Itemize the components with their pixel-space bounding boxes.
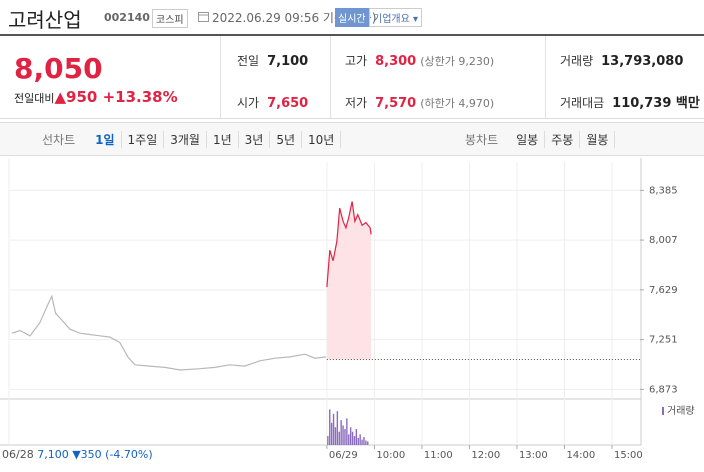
volume-bar bbox=[327, 436, 329, 445]
divider bbox=[330, 36, 331, 118]
y-tick-label: 8,385 bbox=[649, 185, 678, 196]
x-tick-label: 12:00 bbox=[471, 450, 500, 461]
stat: 거래대금 110,739 백만 bbox=[560, 92, 700, 111]
stat: 전일 7,100 bbox=[237, 50, 308, 69]
stat-label: 거래량 bbox=[560, 54, 594, 68]
tab-bar bbox=[0, 122, 704, 156]
footer-pct: (-4.70%) bbox=[105, 448, 153, 461]
candle-tab[interactable]: 일봉 bbox=[510, 131, 546, 148]
stat-label: 전일 bbox=[237, 54, 260, 68]
stat-label: 저가 bbox=[345, 96, 368, 110]
volume-bar bbox=[338, 431, 340, 445]
stat: 저가 7,570 (하한가 4,970) bbox=[345, 92, 494, 111]
x-tick-label: 15:00 bbox=[614, 450, 643, 461]
stat: 시가 7,650 bbox=[237, 92, 308, 111]
volume-bar bbox=[349, 427, 352, 445]
change-pct: +13.38% bbox=[102, 88, 178, 106]
stat-value: 7,650 bbox=[267, 96, 309, 111]
footer-date: 06/28 bbox=[2, 448, 34, 461]
price-line bbox=[11, 294, 327, 371]
volume-bar bbox=[336, 411, 339, 445]
x-tick-label: 06/29 bbox=[329, 450, 358, 461]
volume-bar bbox=[340, 420, 342, 445]
stat-label: 거래대금 bbox=[560, 96, 605, 110]
market-badge: 코스피 bbox=[152, 9, 188, 28]
volume-bar bbox=[346, 418, 348, 445]
volume-bar bbox=[367, 441, 369, 445]
tab-label: 선차트 bbox=[42, 133, 76, 147]
stat-note: (하한가 4,970) bbox=[420, 97, 495, 110]
volume-bar bbox=[348, 434, 350, 445]
volume-bar bbox=[359, 434, 361, 445]
stat-value: 13,793,080 bbox=[601, 54, 684, 69]
y-tick-label: 7,251 bbox=[649, 335, 678, 346]
x-tick-label: 14:00 bbox=[566, 450, 595, 461]
stat-label: 시가 bbox=[237, 96, 260, 110]
footer-info: 06/28 7,100 ▼350 (-4.70%) bbox=[2, 448, 153, 461]
volume-bar bbox=[342, 425, 344, 445]
stat-value: 8,300 bbox=[375, 54, 417, 69]
period-tab[interactable]: 1일 bbox=[89, 131, 122, 148]
volume-bar bbox=[330, 422, 333, 445]
period-tab[interactable]: 1년 bbox=[207, 131, 239, 148]
divider bbox=[545, 36, 546, 118]
footer-change: 350 bbox=[80, 448, 102, 461]
volume-bar bbox=[334, 427, 337, 445]
volume-bar bbox=[363, 437, 365, 445]
realtime-button[interactable]: 실시간 bbox=[335, 8, 369, 27]
stat: 고가 8,300 (상한가 9,230) bbox=[345, 50, 494, 69]
summary-box bbox=[0, 34, 704, 119]
period-tab[interactable]: 3년 bbox=[239, 131, 271, 148]
volume-bar bbox=[357, 437, 359, 445]
candle-tab[interactable]: 주봉 bbox=[545, 131, 581, 148]
stat: 거래량 13,793,080 bbox=[560, 50, 683, 69]
volume-legend-mark bbox=[662, 407, 664, 415]
volume-bar bbox=[344, 429, 346, 445]
volume-bar bbox=[353, 436, 356, 445]
change-value: 950 bbox=[66, 88, 98, 106]
period-tab[interactable]: 10년 bbox=[302, 131, 342, 148]
y-tick-label: 6,873 bbox=[649, 384, 678, 395]
overview-label: 기업개요 bbox=[373, 14, 410, 25]
period-tab[interactable]: 1주일 bbox=[122, 131, 165, 148]
volume-bar bbox=[355, 429, 358, 445]
period-tab[interactable]: 5년 bbox=[270, 131, 303, 148]
volume-bar bbox=[332, 413, 335, 445]
stat-value: 110,739 백만 bbox=[612, 96, 700, 111]
stat-value: 7,570 bbox=[375, 96, 417, 111]
x-tick-label: 10:00 bbox=[376, 450, 405, 461]
stat-label: 고가 bbox=[345, 54, 368, 68]
change-row: 전일대비▲950 +13.38% bbox=[14, 88, 178, 106]
period-tab[interactable]: 3개월 bbox=[164, 131, 207, 148]
stock-code: 002140 bbox=[104, 11, 150, 24]
volume-bar bbox=[329, 409, 331, 445]
price-line bbox=[326, 201, 372, 288]
stock-name: 고려산업 bbox=[8, 8, 82, 32]
x-tick-label: 11:00 bbox=[424, 450, 453, 461]
current-price: 8,050 bbox=[14, 52, 103, 85]
stat-note: (상한가 9,230) bbox=[420, 55, 495, 68]
overview-button[interactable]: 기업개요 ▾ bbox=[369, 8, 423, 27]
candle-tab[interactable]: 월봉 bbox=[580, 131, 616, 148]
chart: 6,873 7,251 7,629 8,007 8,385 06/29 10:00 11:00… bbox=[0, 158, 695, 461]
footer-price: 7,100 bbox=[37, 448, 69, 461]
x-tick-label: 13:00 bbox=[519, 450, 548, 461]
y-tick-label: 7,629 bbox=[649, 285, 678, 296]
area-fill bbox=[326, 201, 372, 360]
volume-bar bbox=[365, 440, 367, 445]
tab-label: 봉차트 bbox=[465, 133, 499, 147]
volume-bar bbox=[361, 439, 363, 445]
y-tick-label: 8,007 bbox=[649, 235, 678, 246]
volume-legend: 거래량 bbox=[667, 405, 695, 417]
stat-value: 7,100 bbox=[267, 54, 309, 69]
change-label: 전일대비 bbox=[14, 92, 55, 105]
calendar-icon bbox=[198, 12, 209, 22]
volume-bar bbox=[351, 431, 354, 445]
